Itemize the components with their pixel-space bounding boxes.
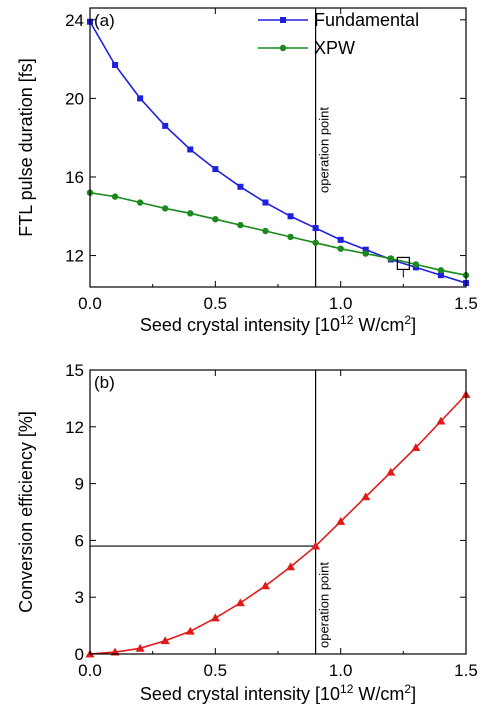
a-series-0-point (112, 61, 119, 68)
panel-a-operation-point-label: operation point (317, 107, 332, 193)
panel-b-x-axis-title-part1: Seed crystal intensity [10 (140, 684, 340, 704)
legend-1-label: XPW (314, 38, 355, 58)
panel-a-series (86, 18, 470, 287)
a-x-tick-label: 1.5 (454, 294, 478, 313)
b-series-0-point (160, 636, 170, 645)
a-series-0-point (212, 166, 219, 173)
a-x-tick-label: 0.0 (78, 294, 102, 313)
panel-a-y-axis-title: FTL pulse duration [fs] (16, 58, 36, 236)
a-x-tick-label: 0.5 (204, 294, 228, 313)
a-series-0-point (162, 122, 169, 129)
a-series-1-point (162, 205, 169, 212)
panel-a-legend: Fundamental XPW (258, 10, 419, 58)
a-series-1-line (89, 191, 467, 276)
panel-b-y-axis-title: Conversion efficiency [%] (16, 411, 36, 613)
a-series-0-point (362, 246, 369, 253)
a-series-1-point (387, 255, 394, 262)
b-series-0-point (135, 643, 145, 652)
b-series-0-point (336, 516, 346, 525)
a-y-tick-label: 24 (65, 11, 84, 30)
panel-b-x-axis-title-sup1: 12 (340, 682, 354, 696)
b-y-tick-label: 3 (75, 588, 84, 607)
panel-a-x-axis-title-part2: W/cm (353, 315, 404, 335)
panel-b-x-axis-title-part2: W/cm (353, 684, 404, 704)
b-x-tick-label: 0.0 (78, 661, 102, 680)
b-y-tick-label: 15 (65, 361, 84, 380)
a-series-1-point (412, 261, 420, 268)
a-series-0-point (262, 199, 269, 206)
b-y-tick-label: 0 (75, 645, 84, 664)
panel-b-reference-lines (90, 370, 317, 654)
b-series-0-point (436, 416, 446, 425)
panel-b-x-axis-title-end: ] (411, 684, 416, 704)
a-y-tick-label: 20 (65, 89, 84, 108)
panel-a-x-axis-title-sup1: 12 (340, 313, 354, 327)
panel-b-operation-point-label: operation point (317, 562, 332, 648)
panel-a-ticks: 0.0 0.5 1.0 1.5 12 16 20 24 (65, 8, 478, 313)
b-series-0-point (185, 626, 195, 635)
a-series-0-point (312, 225, 319, 232)
a-series-1-point (312, 239, 319, 246)
panel-a-plot-frame (89, 7, 467, 288)
a-series-1-point (337, 245, 344, 252)
panel-a-x-axis-title-end: ] (411, 315, 416, 335)
panel-a-x-axis-title-part1: Seed crystal intensity [10 (140, 315, 340, 335)
a-series-0-point (187, 146, 194, 153)
a-series-1-point (111, 193, 119, 200)
panel-a-label: (a) (94, 11, 115, 30)
b-series-0-line (89, 394, 467, 655)
b-series-0-point (210, 613, 220, 622)
a-series-0-point (287, 213, 294, 220)
a-y-tick-label: 12 (65, 247, 84, 266)
a-series-1-point (237, 221, 244, 229)
a-series-1-point (362, 250, 369, 257)
b-series-0-point (411, 443, 421, 452)
a-series-0-point (237, 183, 244, 190)
a-series-0-point (437, 272, 444, 279)
b-y-tick-label: 6 (75, 531, 84, 550)
legend-0-marker (280, 17, 286, 23)
panel-b-ticks: 0.0 0.5 1.0 1.5 0 3 6 9 12 15 (65, 361, 478, 680)
b-series-0-point (311, 541, 321, 550)
a-series-0-point (137, 95, 144, 102)
a-series-1-point (136, 199, 144, 206)
panel-a-x-axis-title-sup2: 2 (404, 313, 411, 327)
panel-a: 0.0 0.5 1.0 1.5 12 16 20 24 (a) operation point… (16, 7, 478, 335)
a-series-1-point (262, 227, 269, 235)
panel-b-plot-frame (89, 369, 467, 655)
a-series-1-point (212, 216, 219, 223)
b-series-0-point (260, 581, 270, 590)
b-series-0-point (386, 467, 396, 476)
a-series-1-point (187, 210, 194, 217)
panel-b-x-axis-title-sup2: 2 (404, 682, 411, 696)
b-series-0-point (286, 562, 296, 571)
panel-b-series (85, 390, 471, 658)
legend-1-marker (279, 44, 287, 52)
b-series-0-point (235, 598, 245, 607)
a-y-tick-label: 16 (65, 168, 84, 187)
legend-0-label: Fundamental (314, 10, 419, 30)
b-x-tick-label: 1.5 (454, 661, 478, 680)
a-series-1-point (287, 233, 294, 241)
panel-b-label: (b) (94, 373, 115, 392)
b-x-tick-label: 0.5 (204, 661, 228, 680)
a-x-tick-label: 1.0 (329, 294, 353, 313)
b-y-tick-label: 12 (65, 418, 84, 437)
panel-b: 0.0 0.5 1.0 1.5 0 3 6 9 12 15 (b) operation point… (16, 361, 478, 704)
panel-a-x-axis-title: Seed crystal intensity [1012 W/cm2] (140, 313, 416, 335)
panel-b-x-axis-title: Seed crystal intensity [1012 W/cm2] (140, 682, 416, 704)
b-series-0-point (361, 492, 371, 501)
a-series-0-line (89, 21, 467, 284)
a-series-1-point (437, 267, 445, 274)
a-series-0-point (337, 236, 344, 243)
b-x-tick-label: 1.0 (329, 661, 353, 680)
b-y-tick-label: 9 (75, 475, 84, 494)
